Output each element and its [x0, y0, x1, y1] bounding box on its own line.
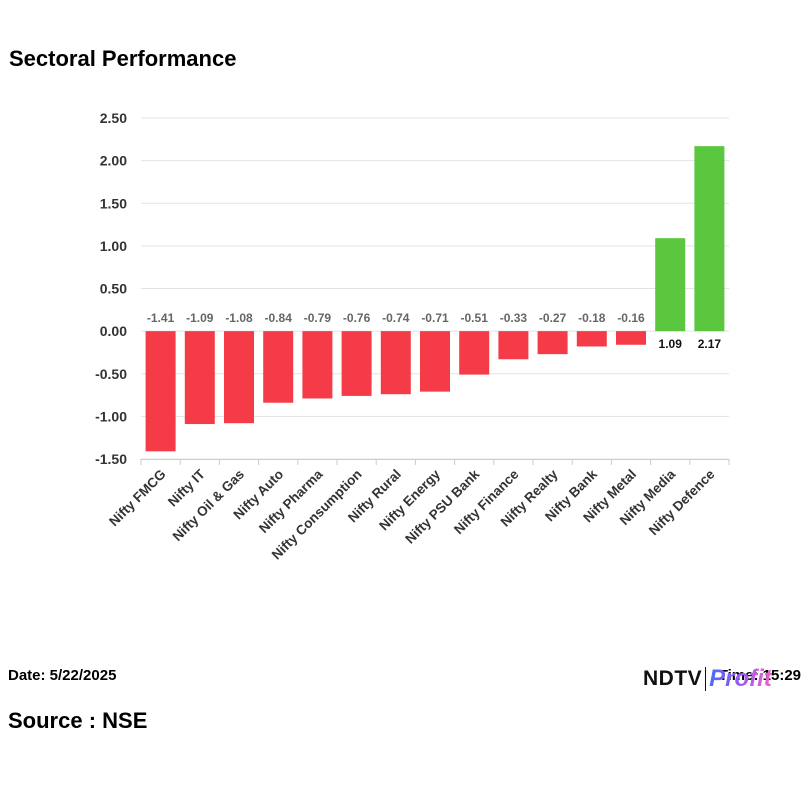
bar-value-label: -0.16: [617, 311, 645, 325]
bar[interactable]: [341, 331, 372, 396]
bar[interactable]: [498, 331, 529, 360]
y-tick-label: 1.00: [100, 238, 127, 254]
bar-value-label: -0.51: [461, 311, 489, 325]
y-tick-label: -0.50: [95, 366, 127, 382]
bar-value-label: -0.27: [539, 311, 567, 325]
bar[interactable]: [302, 331, 333, 399]
bar[interactable]: [537, 331, 568, 355]
y-tick-label: -1.00: [95, 408, 127, 424]
x-tick-label: Nifty FMCG: [106, 467, 169, 530]
bar[interactable]: [380, 331, 411, 395]
bar[interactable]: [420, 331, 450, 392]
bar-value-label: 1.09: [659, 337, 683, 351]
bar-value-label: -0.84: [265, 311, 293, 325]
y-tick-label: 0.50: [100, 281, 127, 297]
bars: [145, 146, 725, 452]
x-tick-label: Nifty Oil & Gas: [170, 467, 247, 544]
bar-value-label: -0.79: [304, 311, 332, 325]
bar[interactable]: [145, 331, 176, 452]
bar-value-label: -1.41: [147, 311, 175, 325]
logo-ndtv-text: NDTV: [643, 667, 703, 690]
logo-profit-text: Profit: [709, 665, 772, 692]
y-tick-label: -1.50: [95, 451, 127, 467]
y-axis: 2.50 2.00 1.50 1.00 0.50 0.00 -0.50 -1.00 -1.50: [95, 110, 127, 467]
bar-value-label: 2.17: [698, 337, 722, 351]
bar[interactable]: [576, 331, 607, 347]
bar-value-label: -0.76: [343, 311, 371, 325]
y-tick-label: 1.50: [100, 195, 127, 211]
bar-value-label: -0.33: [500, 311, 528, 325]
y-tick-label: 2.50: [100, 110, 127, 126]
bar-value-label: -0.74: [382, 311, 410, 325]
bar-value-label: -0.18: [578, 311, 606, 325]
y-tick-label: 0.00: [100, 323, 127, 339]
source-label: Source : NSE: [8, 708, 148, 733]
bar[interactable]: [459, 331, 490, 375]
chart-title: Sectoral Performance: [9, 46, 237, 71]
bar-value-label: -1.08: [225, 311, 253, 325]
bar-value-label: -1.09: [186, 311, 214, 325]
bar[interactable]: [184, 331, 215, 425]
time-label: Time: 15:29: [719, 667, 801, 684]
logo-separator: [705, 667, 707, 691]
bar[interactable]: [263, 331, 294, 403]
bar-value-label: -0.71: [421, 311, 449, 325]
date-label: Date: 5/22/2025: [8, 667, 117, 684]
bar[interactable]: [655, 238, 686, 332]
value-labels: -1.41 -1.09 -1.08 -0.84 -0.79 -0.76 -0.74 -0.71…: [147, 311, 721, 351]
bar[interactable]: [694, 146, 725, 332]
bar[interactable]: [616, 331, 646, 345]
bar[interactable]: [224, 331, 254, 424]
y-tick-label: 2.00: [100, 153, 127, 169]
ndtv-profit-logo: NDTV Profit: [643, 664, 772, 694]
